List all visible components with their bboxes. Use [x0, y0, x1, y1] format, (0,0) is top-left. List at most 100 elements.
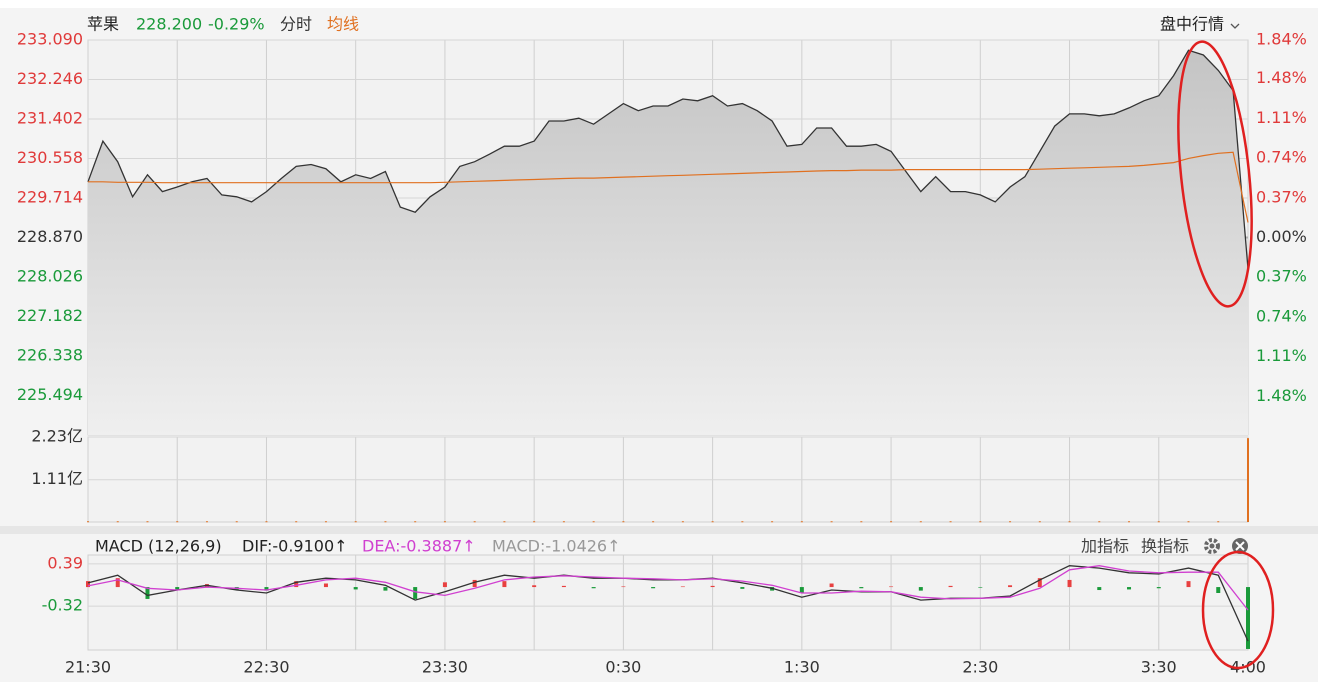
y-tick-label: 230.558 — [17, 148, 83, 167]
x-tick-label: 0:30 — [605, 658, 641, 677]
volume-bar — [622, 521, 625, 523]
volume-bar — [771, 521, 774, 523]
volume-bar — [533, 521, 536, 523]
macd-bar — [710, 585, 715, 588]
volume-bar — [800, 521, 803, 523]
macd-bar — [294, 581, 299, 588]
volume-bar — [324, 521, 327, 523]
macd-bar — [918, 587, 923, 591]
macd-bar — [651, 587, 656, 589]
volume-bar — [473, 521, 476, 523]
close-icon-x — [1235, 541, 1245, 551]
macd-bar — [86, 581, 90, 588]
volume-bar — [443, 521, 446, 523]
last-price: 228.200 — [136, 15, 202, 34]
y-tick-label: -0.32 — [42, 596, 83, 615]
y-tick-label: 228.870 — [17, 227, 83, 246]
macd-bar — [502, 581, 507, 588]
button[interactable]: 加指标 — [1081, 537, 1129, 556]
volume-bar — [503, 521, 506, 523]
stock-name: 苹果 — [87, 15, 119, 34]
volume-bar — [265, 521, 268, 523]
volume-bar — [919, 521, 922, 523]
macd-bar — [1216, 587, 1221, 593]
volume-bar — [741, 521, 744, 523]
menu[interactable]: 盘中行情 — [1160, 15, 1224, 34]
marks-layer — [86, 49, 1250, 649]
y-tick-label: 2.23亿 — [31, 427, 83, 446]
legend-entry[interactable]: 均线 — [327, 15, 359, 34]
y-tick-label: 226.338 — [17, 346, 83, 365]
annotation-ellipse — [1177, 40, 1253, 308]
volume-bar — [652, 521, 655, 523]
volume-bar — [176, 521, 179, 523]
settings-icon[interactable] — [1204, 538, 1220, 554]
x-tick-label: 1:30 — [784, 658, 820, 677]
volume-bar — [592, 521, 595, 523]
legend-entry[interactable]: 分时 — [280, 15, 312, 34]
y2-tick-label: 0.37% — [1256, 267, 1307, 286]
y-tick-label: 227.182 — [17, 306, 83, 325]
button[interactable]: 换指标 — [1141, 537, 1189, 556]
volume-bar — [1128, 521, 1131, 523]
macd-bar — [621, 586, 626, 588]
macd-line — [87, 565, 1249, 611]
macd-bar — [591, 587, 596, 589]
y2-tick-label: 0.37% — [1256, 187, 1307, 206]
macd-bar — [978, 587, 983, 588]
x-tick-label: 22:30 — [243, 658, 289, 677]
macd-bar — [175, 587, 180, 591]
volume-bar — [1068, 521, 1071, 523]
separator — [0, 526, 1318, 534]
volume-bar — [116, 521, 119, 523]
macd-bar — [1186, 581, 1191, 588]
macd-bar — [353, 587, 358, 590]
macd-bar — [264, 587, 269, 591]
volume-bar — [384, 521, 387, 523]
volume-bar — [1217, 521, 1220, 523]
volume-bar — [354, 521, 357, 523]
price-line — [87, 49, 1249, 269]
volume-bar — [414, 521, 417, 523]
volume-bar — [1187, 521, 1190, 523]
volume-bar — [860, 521, 863, 523]
macd-bar — [1127, 587, 1132, 590]
macd-bar — [799, 587, 804, 593]
volume-bar — [146, 521, 149, 523]
x-tick-label: 2:30 — [962, 658, 998, 677]
y-tick-label: 1.11亿 — [31, 469, 83, 488]
macd-bar — [532, 585, 537, 588]
legend-entry: DIF:-0.9100↑ — [242, 537, 348, 556]
top-strip — [0, 0, 1318, 8]
volume-bar — [205, 521, 208, 523]
volume-bar — [890, 521, 893, 523]
volume-bar — [1098, 521, 1101, 523]
volume-bar — [1157, 521, 1160, 523]
plot-area — [87, 554, 1249, 651]
y2-tick-label: 0.00% — [1256, 227, 1307, 246]
macd-bar — [115, 578, 120, 588]
macd-bar — [948, 585, 953, 588]
volume-bar — [1038, 521, 1041, 523]
macd-bar — [680, 586, 685, 588]
legend-entry: MACD:-1.0426↑ — [492, 537, 621, 556]
y2-tick-label: 0.74% — [1256, 306, 1307, 325]
y-tick-label: 233.090 — [17, 30, 83, 49]
macd-bar — [413, 587, 418, 599]
macd-bar — [1156, 587, 1161, 589]
macd-bar — [859, 587, 864, 589]
macd-bar — [383, 587, 388, 591]
volume-bar — [87, 521, 89, 523]
volume-bar — [979, 521, 982, 523]
menu-chevron[interactable] — [1230, 23, 1240, 29]
y2-tick-label: 1.11% — [1256, 108, 1307, 127]
macd-bar — [442, 582, 447, 588]
y-tick-label: 232.246 — [17, 69, 83, 88]
macd-bar — [1246, 587, 1250, 649]
price-change: -0.29% — [208, 15, 265, 34]
y2-tick-label: 1.48% — [1256, 386, 1307, 405]
macd-bar — [323, 583, 328, 588]
x-tick-label: 23:30 — [422, 658, 468, 677]
y-tick-label: 229.714 — [17, 188, 83, 207]
